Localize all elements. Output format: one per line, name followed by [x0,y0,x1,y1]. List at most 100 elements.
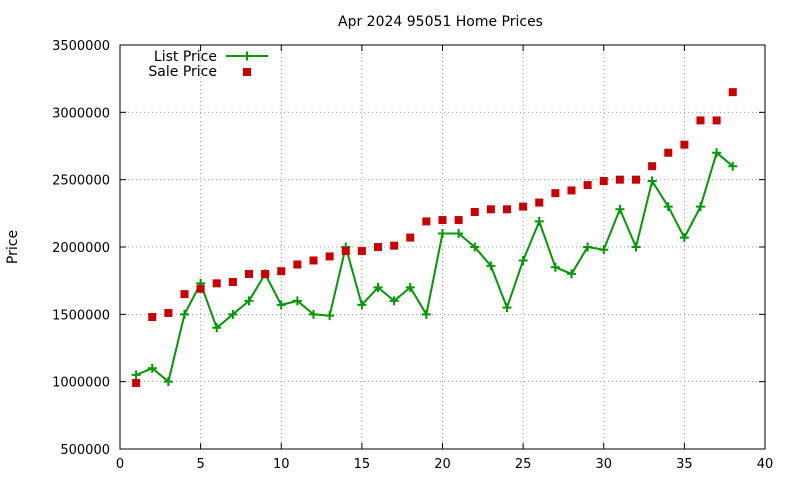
list-price-point [696,202,705,212]
x-tick-label: 5 [196,457,204,472]
sale-price-point [551,189,560,198]
list-price-point [292,296,302,306]
sale-price-point [212,279,221,288]
legend-label-list-price: List Price [154,49,217,65]
sale-price-point [632,175,640,184]
sale-price-point [664,148,673,157]
sale-price-point [583,181,592,190]
list-price-point [583,242,593,252]
list-price-point [212,323,222,333]
sale-price-point [196,284,205,293]
x-tick-label: 10 [273,457,290,472]
list-price-point [486,261,496,271]
sale-price-point [454,216,463,225]
list-price-point [518,255,528,265]
sale-price-point [357,247,366,256]
legend-list-price-marker [242,51,252,61]
grid [120,45,765,449]
list-price-point [454,229,464,239]
list-price-point [309,309,318,319]
sale-price-point [325,252,334,261]
sale-price-point [728,88,737,97]
list-price-point [438,229,447,239]
sale-price-point [148,313,157,322]
sale-price-point [535,198,544,207]
y-tick-label: 3500000 [52,39,110,54]
y-tick-label: 2500000 [52,174,110,189]
list-price-point [389,296,399,306]
y-axis-label: Price [5,230,21,264]
list-price-line [135,150,734,384]
sale-price-point [599,177,608,186]
x-tick-label: 15 [354,457,371,472]
x-tick-label: 0 [116,457,124,472]
legend-label-sale-price: Sale Price [148,64,217,80]
x-tick-label: 25 [515,457,532,472]
x-tick-label: 35 [676,457,693,472]
sale-price-point [277,267,286,276]
sale-price-point [309,256,318,265]
list-price-point [647,176,657,186]
sale-price-point [519,202,528,211]
sale-price-point [615,175,624,184]
list-price-point [421,309,431,319]
sale-price-point [680,140,689,149]
list-price-point [180,309,189,319]
sale-price-point [696,116,705,125]
axis-ticks: 0 5 10 15 20 25 30 35 40 500000 1000000 1500000 2000… [52,39,773,472]
sale-price-point [438,216,447,225]
series [131,88,738,388]
list-price-point [728,161,738,171]
y-tick-label: 1500000 [52,308,110,323]
list-price-point [325,311,335,321]
list-price-point [631,242,641,252]
list-price-point [357,300,367,310]
y-tick-label: 500000 [60,443,110,458]
sale-price-point [422,217,431,226]
sale-price-point [486,205,495,214]
list-price-point [470,242,480,252]
x-tick-label: 20 [434,457,451,472]
legend-sale-price-marker [243,68,251,76]
y-tick-label: 3000000 [52,106,110,121]
sale-price-point [406,233,415,242]
list-price-point [373,282,383,292]
list-price-point [615,204,625,214]
sale-price-point [261,269,270,278]
y-tick-label: 2000000 [52,241,110,256]
sale-price-point [648,162,657,171]
sale-price-point [712,116,721,125]
list-price-point [534,216,544,226]
chart-title: Apr 2024 95051 Home Prices [338,14,543,30]
x-tick-label: 40 [757,457,774,472]
list-price-point [276,300,286,310]
list-price-point [663,202,673,212]
x-tick-label: 30 [595,457,612,472]
sale-price-point [293,260,302,269]
sale-price-point [567,186,576,195]
list-price-point [228,309,238,319]
list-price-point [147,363,157,373]
list-price-point [405,282,415,292]
list-price-point [163,377,173,387]
legend: List Price Sale Price [148,49,268,80]
list-price-point [567,269,576,279]
list-price-point [712,148,722,158]
sale-price-point [341,247,350,256]
sale-price-point [470,207,479,216]
list-price-point [244,296,254,306]
list-price-point [679,233,689,243]
sale-price-point [245,269,253,278]
sale-price-point [503,205,511,214]
sale-price-point [164,308,173,317]
sale-price-point [374,243,382,251]
sale-price-point [180,290,189,299]
list-price-point [502,303,512,313]
sale-price-point [228,278,237,287]
list-price-point [599,245,609,255]
y-tick-label: 1000000 [52,376,110,391]
list-price-point [131,370,141,380]
sale-price-point [390,241,399,250]
sale-price-point [132,379,141,388]
